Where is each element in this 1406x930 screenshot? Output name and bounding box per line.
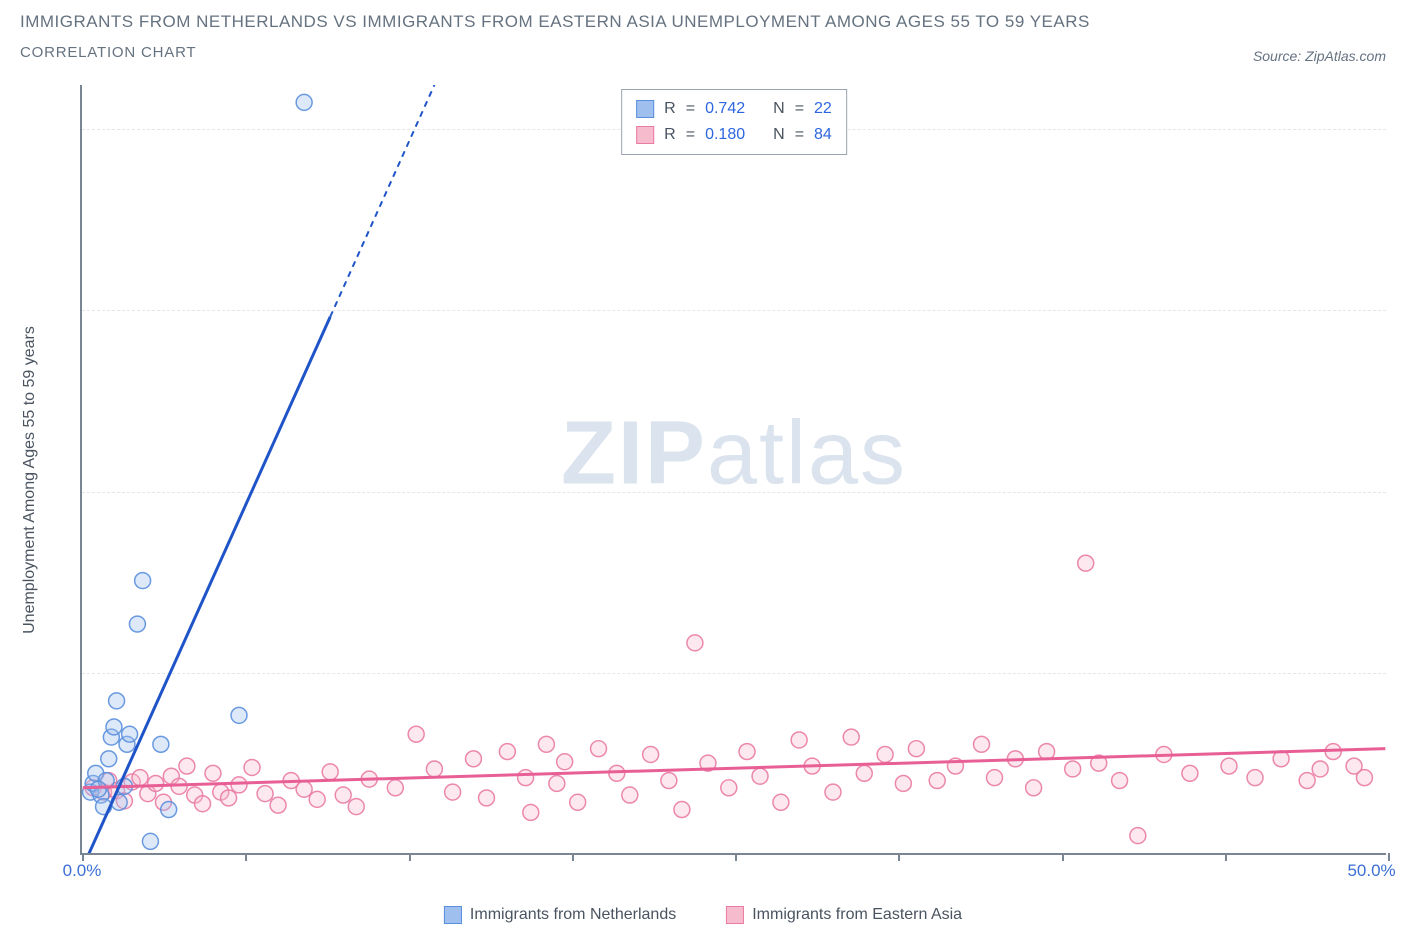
x-tick-max: 50.0%: [1347, 861, 1395, 881]
x-tick: [1388, 853, 1390, 861]
swatch-series1: [636, 100, 654, 118]
x-tick-min: 0.0%: [63, 861, 102, 881]
legend-label-series2: Immigrants from Eastern Asia: [752, 906, 962, 924]
x-tick: [572, 853, 574, 861]
x-tick: [898, 853, 900, 861]
x-tick: [735, 853, 737, 861]
n-value-series2: 84: [814, 122, 832, 148]
bottom-legend: Immigrants from Netherlands Immigrants f…: [444, 906, 962, 924]
stats-row-series1: R = 0.742 N = 22: [636, 96, 832, 122]
swatch-series2: [636, 126, 654, 144]
x-tick: [82, 853, 84, 861]
chart-title: Immigrants from Netherlands vs Immigrant…: [20, 12, 1386, 32]
r-value-series1: 0.742: [705, 96, 745, 122]
correlation-stats-box: R = 0.742 N = 22 R = 0.180 N = 84: [621, 89, 847, 155]
chart-subtitle: Correlation Chart: [20, 44, 1386, 61]
x-tick: [1062, 853, 1064, 861]
legend-swatch-series2: [726, 906, 744, 924]
y-tick-label: 12.5%: [1398, 663, 1406, 683]
scatter-svg: [82, 85, 1386, 853]
stats-row-series2: R = 0.180 N = 84: [636, 122, 832, 148]
y-tick-label: 50.0%: [1398, 119, 1406, 139]
legend-label-series1: Immigrants from Netherlands: [470, 906, 676, 924]
legend-swatch-series1: [444, 906, 462, 924]
legend-item-series1: Immigrants from Netherlands: [444, 906, 676, 924]
y-tick-label: 37.5%: [1398, 300, 1406, 320]
source-attribution: Source: ZipAtlas.com: [1253, 48, 1386, 64]
plot-region: ZIPatlas R = 0.742 N = 22 R = 0.180 N =: [80, 85, 1386, 855]
r-value-series2: 0.180: [705, 122, 745, 148]
x-tick: [1225, 853, 1227, 861]
legend-item-series2: Immigrants from Eastern Asia: [726, 906, 962, 924]
y-tick-label: 25.0%: [1398, 482, 1406, 502]
chart-area: Unemployment Among Ages 55 to 59 years Z…: [60, 85, 1386, 875]
y-axis-label: Unemployment Among Ages 55 to 59 years: [21, 326, 39, 634]
x-tick: [245, 853, 247, 861]
n-value-series1: 22: [814, 96, 832, 122]
x-tick: [409, 853, 411, 861]
